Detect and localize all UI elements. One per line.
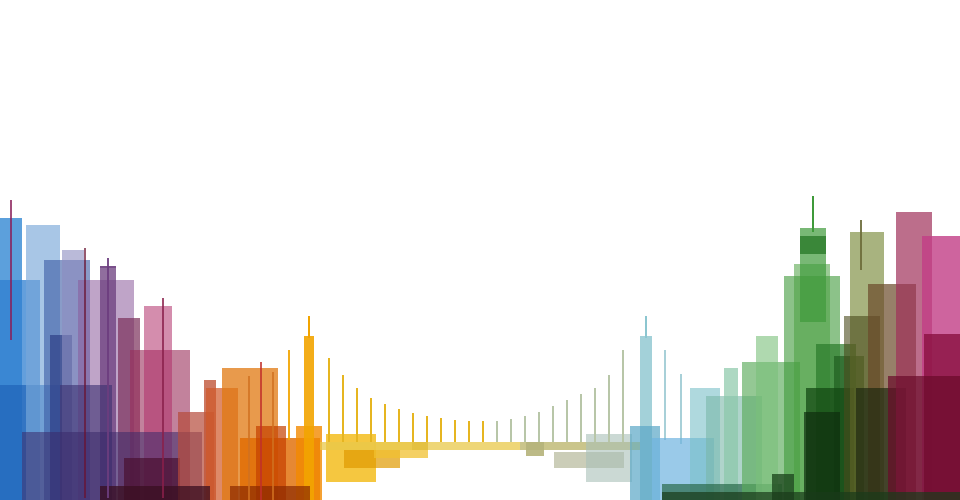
hanger (468, 421, 470, 442)
hanger (412, 413, 414, 442)
dark-tower (804, 412, 840, 500)
hanger (622, 350, 624, 442)
spire (645, 316, 647, 338)
spire (162, 298, 164, 498)
hanger (608, 375, 610, 442)
bridge-deck (520, 442, 630, 450)
right-skyline (662, 196, 960, 500)
green-tower (800, 236, 826, 254)
left-skyline (0, 200, 238, 500)
green-tower (756, 336, 778, 500)
bridge-block (526, 442, 544, 456)
spire (248, 376, 250, 500)
spire (860, 220, 862, 270)
bridge-hangers-right (496, 350, 624, 442)
spire (812, 196, 814, 232)
ground-strip (662, 492, 960, 500)
spire (84, 248, 86, 498)
hanger (342, 375, 344, 442)
hanger (524, 416, 526, 442)
spire (288, 350, 290, 440)
spire (10, 200, 12, 340)
suspension-bridge (320, 350, 640, 482)
hanger (482, 421, 484, 442)
hanger (398, 409, 400, 442)
hanger (496, 421, 498, 442)
hanger (552, 406, 554, 442)
spire (107, 258, 109, 498)
spire (680, 374, 682, 444)
hanger (440, 418, 442, 442)
hanger (594, 388, 596, 442)
hanger (370, 398, 372, 442)
hanger (356, 388, 358, 442)
bridge-deck (320, 442, 640, 450)
spire-cross (100, 266, 116, 268)
spire (664, 350, 666, 440)
bridge-hangers-left (328, 358, 484, 442)
hanger (566, 400, 568, 442)
spire (272, 372, 274, 500)
hanger (538, 412, 540, 442)
hanger (426, 416, 428, 442)
hanger (384, 404, 386, 442)
spire (308, 316, 310, 338)
hanger (580, 394, 582, 442)
amber-tower (304, 336, 314, 500)
spire (260, 362, 262, 500)
hanger (328, 358, 330, 442)
hanger (510, 419, 512, 442)
orange-tower (230, 486, 310, 500)
left-tower (100, 486, 210, 500)
wine-tower (888, 376, 960, 500)
sky-tower (724, 368, 738, 500)
hanger (454, 420, 456, 442)
